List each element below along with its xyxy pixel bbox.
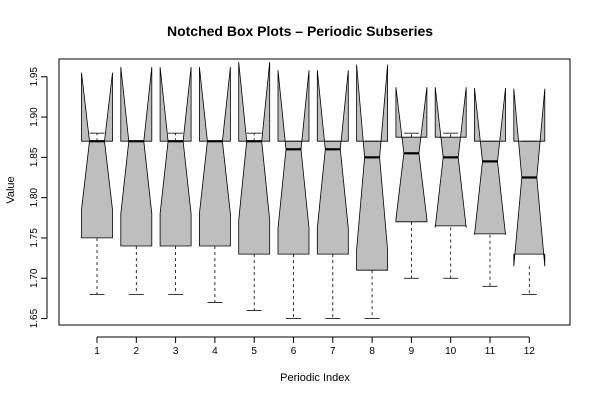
notched-box (356, 64, 389, 271)
x-axis: 1 2 3 4 5 6 7 8 9 10 11 12 (94, 336, 536, 357)
box-10 (434, 87, 467, 279)
y-tick-label: 1.70 (29, 268, 40, 288)
box-4 (198, 67, 231, 303)
notched-box (277, 70, 310, 255)
x-tick-label: 3 (173, 346, 179, 357)
notched-box (198, 67, 231, 247)
box-2 (120, 67, 153, 295)
y-tick-label: 1.85 (29, 147, 40, 167)
x-tick-label: 7 (330, 346, 336, 357)
box-12 (513, 88, 546, 295)
x-tick-label: 8 (369, 346, 375, 357)
x-tick-label: 5 (251, 346, 257, 357)
x-tick-label: 2 (134, 346, 140, 357)
chart-title: Notched Box Plots – Periodic Subseries (167, 23, 433, 39)
y-tick-label: 1.75 (29, 228, 40, 248)
x-tick-label: 1 (94, 346, 100, 357)
x-tick-label: 9 (409, 346, 415, 357)
x-tick-label: 6 (291, 346, 297, 357)
x-tick-label: 11 (485, 346, 496, 357)
box-9 (395, 87, 428, 279)
boxes-layer (81, 62, 546, 319)
x-tick-label: 10 (445, 346, 457, 357)
notched-box (316, 70, 349, 255)
notched-box (395, 87, 428, 223)
box-8 (356, 64, 389, 319)
notched-box (120, 67, 153, 247)
box-7 (316, 70, 349, 319)
y-tick-label: 1.80 (29, 187, 40, 207)
y-tick-label: 1.90 (29, 107, 40, 127)
notched-box (81, 72, 113, 239)
box-3 (159, 67, 192, 295)
box-6 (277, 70, 310, 319)
y-axis-label: Value (5, 176, 17, 203)
plot-frame (58, 58, 571, 326)
box-11 (474, 87, 506, 287)
x-tick-label: 12 (524, 346, 536, 357)
x-axis-label: Periodic Index (280, 372, 350, 384)
notched-box (238, 62, 271, 255)
box-5 (238, 62, 271, 311)
x-tick-label: 4 (212, 346, 218, 357)
y-tick-label: 1.65 (29, 308, 40, 328)
y-axis: 1.65 1.70 1.75 1.80 1.85 1.90 1.95 (29, 67, 48, 328)
notched-box (159, 67, 192, 247)
box-1 (81, 72, 113, 295)
y-tick-label: 1.95 (29, 67, 40, 87)
